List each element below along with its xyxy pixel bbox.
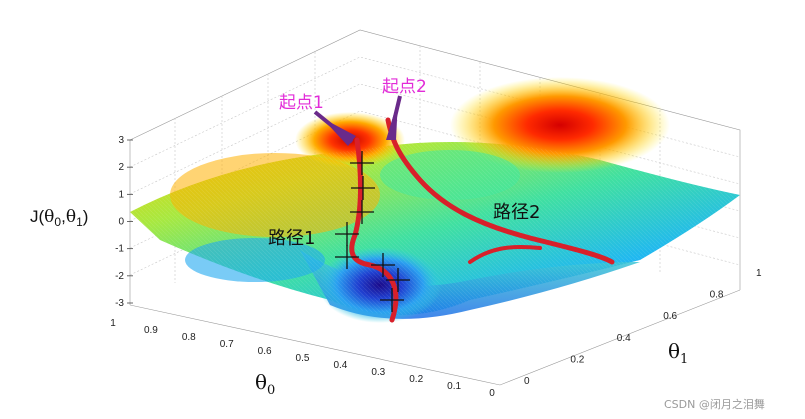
- z-tick-label: -3: [115, 298, 124, 309]
- theta0-tick-label: 0: [489, 388, 495, 399]
- cost-surface: [130, 77, 740, 323]
- path-1-markers: [335, 151, 410, 312]
- theta1-tick-label: 0.6: [663, 311, 677, 322]
- theta1-tick-label: 0.8: [710, 290, 724, 301]
- y-axis-label: θ1: [668, 339, 688, 367]
- step-marker: [351, 176, 375, 200]
- step-marker: [386, 268, 410, 292]
- theta1-tick-label: 1: [756, 268, 762, 279]
- step-marker: [335, 245, 359, 269]
- theta0-tick-label: 0.1: [447, 381, 461, 392]
- theta0-tick-label: 0.6: [258, 346, 272, 357]
- z-tick-label: 3: [118, 135, 124, 146]
- step-marker: [380, 288, 404, 312]
- annotation-start-1: 起点1: [279, 93, 324, 113]
- step-marker: [371, 253, 395, 277]
- arrow-start-1: [313, 110, 354, 144]
- x-axis-label: θ0: [255, 370, 275, 398]
- annotation-path-2: 路径2: [493, 202, 540, 223]
- z-axis-ticks: 3 2 1 0 -1 -2 -3: [115, 135, 133, 309]
- theta0-tick-label: 0.5: [296, 353, 310, 364]
- theta0-tick-label: 0.2: [409, 374, 423, 385]
- theta0-axis-ticks: 1 0.9 0.8 0.7 0.6 0.5 0.4 0.3 0.2 0.1 0: [110, 318, 495, 399]
- z-tick-label: -2: [115, 271, 124, 282]
- step-marker: [335, 222, 359, 246]
- theta1-axis-ticks: 0 0.2 0.4 0.6 0.8 1: [524, 268, 762, 387]
- z-tick-label: 0: [118, 217, 124, 228]
- z-axis-label: J(θ0,θ1): [30, 207, 88, 229]
- theta1-tick-label: 0: [524, 376, 530, 387]
- path-2-line: [385, 117, 615, 265]
- z-tick-label: 2: [118, 162, 124, 173]
- path-2-branch: [468, 244, 542, 264]
- step-marker: [350, 200, 374, 224]
- theta0-tick-label: 0.8: [182, 332, 196, 343]
- theta0-tick-label: 0.4: [333, 360, 347, 371]
- theta0-tick-label: 0.3: [371, 367, 385, 378]
- z-tick-label: -1: [115, 244, 124, 255]
- watermark: CSDN @闭月之泪舞: [664, 397, 765, 411]
- z-tick-label: 1: [118, 189, 124, 200]
- path-1-line: [349, 137, 399, 323]
- annotation-path-1: 路径1: [268, 228, 315, 249]
- theta0-tick-label: 1: [110, 318, 116, 329]
- annotation-start-2: 起点2: [382, 77, 427, 97]
- theta1-tick-label: 0.2: [570, 354, 584, 365]
- start-arrows: [313, 95, 402, 146]
- step-marker: [350, 151, 374, 175]
- descent-paths: [349, 117, 615, 323]
- theta1-tick-label: 0.4: [617, 333, 631, 344]
- theta0-tick-label: 0.9: [144, 325, 158, 336]
- theta0-tick-label: 0.7: [220, 339, 234, 350]
- arrow-start-2: [388, 95, 402, 139]
